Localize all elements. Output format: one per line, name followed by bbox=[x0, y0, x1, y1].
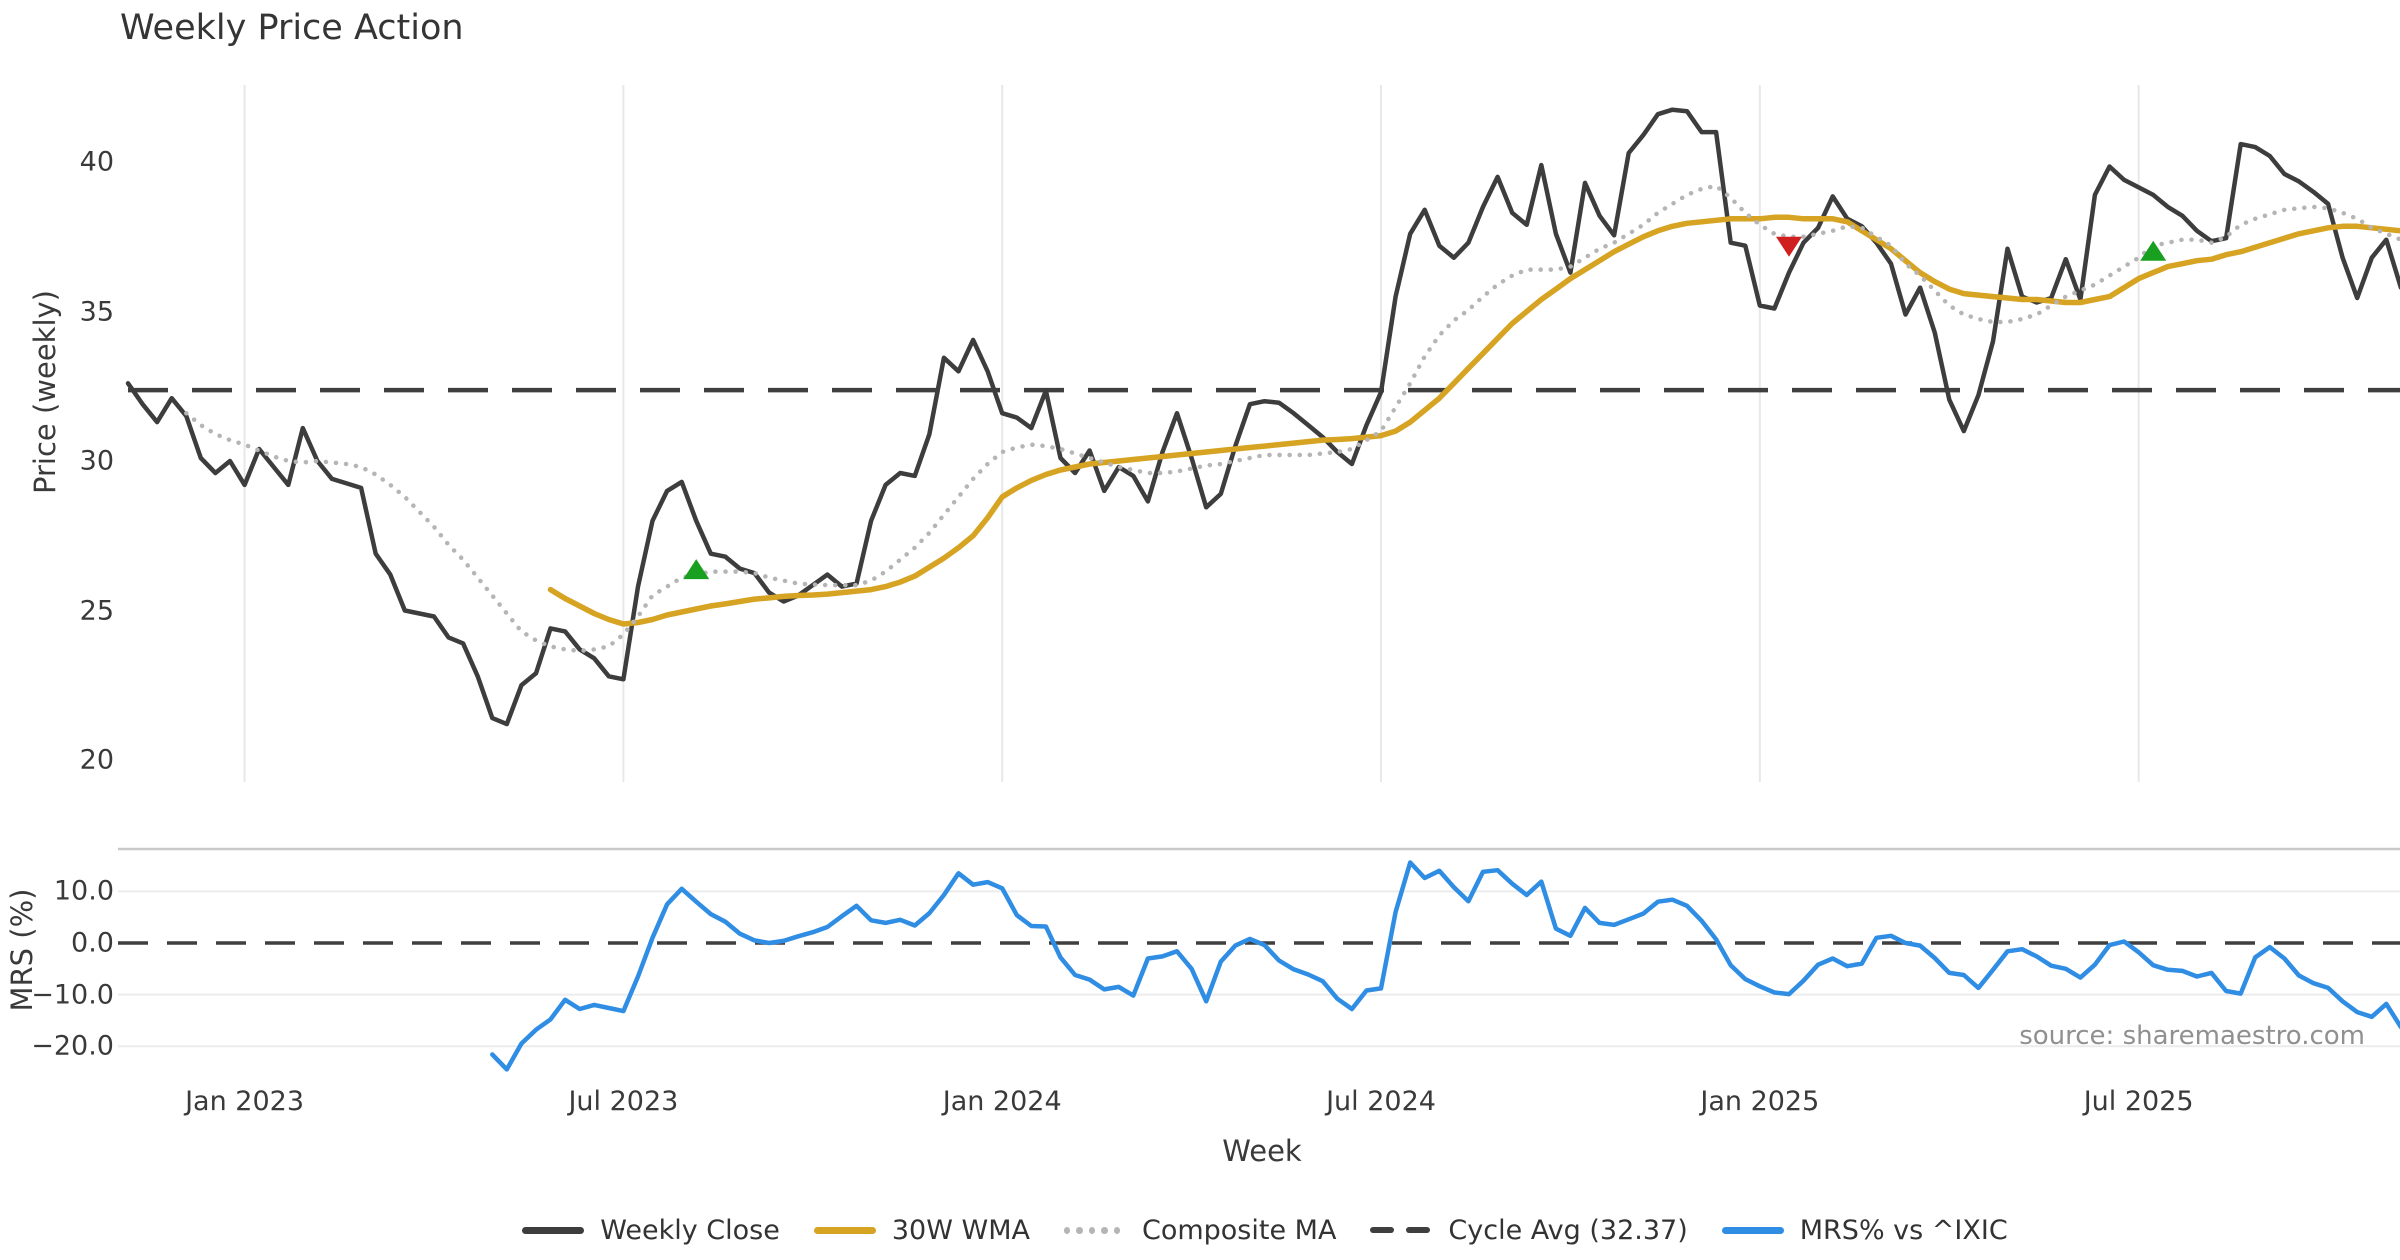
legend-item: MRS% vs ^IXIC bbox=[1721, 1214, 2008, 1246]
mrs-ytick: 0.0 bbox=[71, 927, 114, 959]
sell-signal-marker bbox=[1775, 236, 1802, 257]
legend-swatch-solid bbox=[1721, 1226, 1784, 1234]
x-tick: Jan 2025 bbox=[1700, 1086, 1820, 1117]
legend-label: Composite MA bbox=[1141, 1214, 1337, 1246]
legend-item: Composite MA bbox=[1063, 1214, 1337, 1246]
price-ytick: 25 bbox=[79, 595, 114, 626]
legend-swatch-solid bbox=[522, 1226, 585, 1234]
legend-swatch-solid bbox=[813, 1226, 876, 1234]
legend-label: 30W WMA bbox=[891, 1214, 1030, 1246]
x-tick: Jan 2023 bbox=[185, 1086, 305, 1117]
legend-item: 30W WMA bbox=[813, 1214, 1030, 1246]
x-tick: Jul 2023 bbox=[568, 1086, 679, 1117]
legend-item: Cycle Avg (32.37) bbox=[1370, 1214, 1688, 1246]
x-tick: Jul 2024 bbox=[1326, 1086, 1436, 1117]
mrs-ytick: −10.0 bbox=[31, 979, 114, 1011]
buy-signal-marker bbox=[2140, 240, 2167, 261]
legend-label: Cycle Avg (32.37) bbox=[1448, 1214, 1688, 1246]
price-ytick: 35 bbox=[79, 296, 114, 327]
price-ytick: 30 bbox=[79, 445, 114, 477]
price-ytick: 20 bbox=[79, 744, 114, 776]
legend-swatch-dashed bbox=[1370, 1226, 1432, 1234]
legend-swatch-dotted bbox=[1063, 1226, 1126, 1234]
x-tick: Jul 2025 bbox=[2083, 1086, 2194, 1117]
x-tick: Jan 2024 bbox=[942, 1086, 1062, 1117]
legend-label: Weekly Close bbox=[600, 1214, 780, 1246]
mrs-ytick: 10.0 bbox=[53, 875, 114, 907]
source-credit: source: sharemaestro.com bbox=[2019, 1021, 2365, 1051]
mrs-ytick: −20.0 bbox=[31, 1030, 114, 1062]
x-axis-label: Week bbox=[1222, 1134, 1302, 1168]
legend-item: Weekly Close bbox=[522, 1215, 780, 1246]
legend: Weekly Close 30W WMA Composite MA Cycle Avg… bbox=[130, 1206, 2400, 1254]
buy-signal-marker bbox=[683, 559, 710, 580]
legend-label: MRS% vs ^IXIC bbox=[1799, 1214, 2008, 1246]
chart-title: Weekly Price Action bbox=[120, 8, 464, 48]
price-ytick: 40 bbox=[79, 146, 114, 178]
